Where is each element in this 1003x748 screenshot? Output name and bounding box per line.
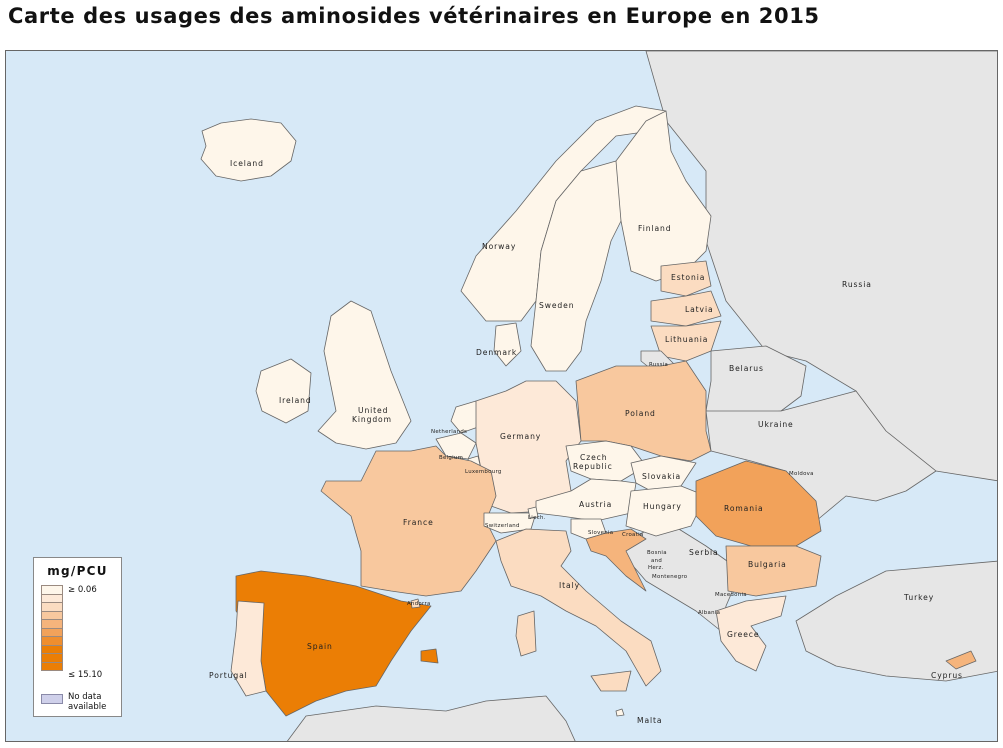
label-netherlands: Netherlands bbox=[431, 429, 467, 435]
legend-no-data-label: No data available bbox=[68, 692, 106, 712]
label-italy: Italy bbox=[559, 581, 580, 590]
label-ireland: Ireland bbox=[279, 396, 312, 405]
label-poland: Poland bbox=[625, 409, 656, 418]
map-svg: Iceland Norway Sweden Finland Russia Est… bbox=[200, 51, 997, 741]
legend-title: mg/PCU bbox=[47, 564, 108, 578]
label-iceland: Iceland bbox=[230, 159, 264, 168]
legend-no-data-line1: No data bbox=[68, 692, 102, 702]
label-macedonia: Macedonia bbox=[715, 592, 747, 598]
ireland-shape bbox=[255, 358, 312, 424]
latvia-shape bbox=[650, 290, 722, 327]
label-bosnia-line2: and bbox=[651, 558, 662, 564]
sardinia-shape bbox=[515, 610, 537, 657]
label-greece: Greece bbox=[727, 630, 759, 639]
uk-shape bbox=[317, 300, 412, 450]
label-montenegro: Montenegro bbox=[652, 574, 687, 580]
france-shape bbox=[320, 445, 497, 597]
map-legend: mg/PCU ≥ 0.06 ≤ 15.10 No data available bbox=[33, 557, 122, 717]
russia-region bbox=[645, 51, 997, 482]
label-austria: Austria bbox=[579, 500, 612, 509]
label-estonia: Estonia bbox=[671, 273, 705, 282]
label-lithuania: Lithuania bbox=[665, 335, 708, 344]
label-finland: Finland bbox=[638, 224, 671, 233]
legend-no-data-line2: available bbox=[68, 702, 107, 712]
iceland-shape bbox=[200, 118, 297, 182]
label-france: France bbox=[403, 518, 434, 527]
finland-shape bbox=[615, 110, 712, 282]
label-slovakia: Slovakia bbox=[642, 472, 681, 481]
label-russia: Russia bbox=[842, 280, 872, 289]
label-switzerland: Switzerland bbox=[485, 523, 520, 529]
legend-min-label: ≤ 15.10 bbox=[68, 670, 103, 680]
label-russia-kaliningrad: Russia bbox=[649, 362, 668, 368]
balearic-shape bbox=[420, 648, 439, 664]
sicily-shape bbox=[590, 670, 632, 692]
label-belarus: Belarus bbox=[729, 364, 764, 373]
estonia-shape bbox=[660, 260, 712, 297]
portugal-shape bbox=[230, 600, 267, 697]
label-cyprus: Cyprus bbox=[931, 671, 963, 680]
label-uk-line2: Kingdom bbox=[352, 415, 392, 424]
legend-swatch-10 bbox=[41, 661, 63, 671]
label-moldova: Moldova bbox=[789, 471, 814, 477]
label-andorra: Andorra bbox=[407, 601, 431, 607]
label-bulgaria: Bulgaria bbox=[748, 560, 787, 569]
label-germany: Germany bbox=[500, 432, 541, 441]
label-denmark: Denmark bbox=[476, 348, 517, 357]
label-latvia: Latvia bbox=[685, 305, 714, 314]
legend-max-label: ≥ 0.06 bbox=[68, 585, 97, 595]
label-luxembourg: Luxembourg bbox=[465, 469, 502, 475]
label-norway: Norway bbox=[482, 242, 516, 251]
label-uk-line1: United bbox=[358, 406, 388, 415]
ukraine-region bbox=[705, 390, 937, 522]
malta-shape bbox=[615, 708, 625, 717]
label-hungary: Hungary bbox=[643, 502, 682, 511]
label-czech-line2: Republic bbox=[573, 462, 613, 471]
label-slovenia: Slovenia bbox=[588, 530, 613, 536]
denmark-shape bbox=[493, 322, 522, 367]
label-czech-line1: Czech bbox=[580, 453, 607, 462]
croatia-shape bbox=[585, 528, 647, 592]
label-portugal: Portugal bbox=[209, 671, 248, 680]
label-malta: Malta bbox=[637, 716, 662, 725]
italy-shape bbox=[495, 528, 662, 687]
label-croatia: Croatia bbox=[622, 532, 643, 538]
norway-shape bbox=[460, 105, 667, 322]
legend-no-data-swatch bbox=[41, 694, 63, 704]
bulgaria-shape bbox=[725, 545, 822, 597]
andorra-shape bbox=[410, 598, 421, 609]
netherlands-shape bbox=[450, 400, 482, 434]
greece-shape bbox=[715, 595, 787, 672]
belgium-shape bbox=[435, 432, 477, 460]
label-bosnia-line3: Herz. bbox=[648, 565, 664, 571]
liechtenstein-shape bbox=[527, 506, 539, 519]
page-title: Carte des usages des aminosides vétérina… bbox=[8, 4, 820, 28]
turkey-region bbox=[795, 560, 997, 682]
label-sweden: Sweden bbox=[539, 301, 574, 310]
label-spain: Spain bbox=[307, 642, 333, 651]
label-romania: Romania bbox=[724, 504, 764, 513]
romania-shape bbox=[695, 460, 822, 547]
africa-region bbox=[286, 695, 576, 741]
europe-map: Iceland Norway Sweden Finland Russia Est… bbox=[5, 50, 998, 742]
label-turkey: Turkey bbox=[903, 593, 934, 602]
sweden-shape bbox=[530, 160, 632, 372]
label-liechtenstein: Liech. bbox=[528, 515, 546, 521]
label-belgium: Belgium bbox=[439, 455, 463, 461]
cyprus-shape bbox=[945, 650, 977, 670]
label-ukraine: Ukraine bbox=[758, 420, 794, 429]
hungary-shape bbox=[625, 485, 707, 537]
label-serbia: Serbia bbox=[689, 548, 719, 557]
label-bosnia-line1: Bosnia bbox=[647, 550, 667, 556]
legend-scale bbox=[41, 585, 63, 671]
label-albania: Albania bbox=[698, 610, 720, 616]
